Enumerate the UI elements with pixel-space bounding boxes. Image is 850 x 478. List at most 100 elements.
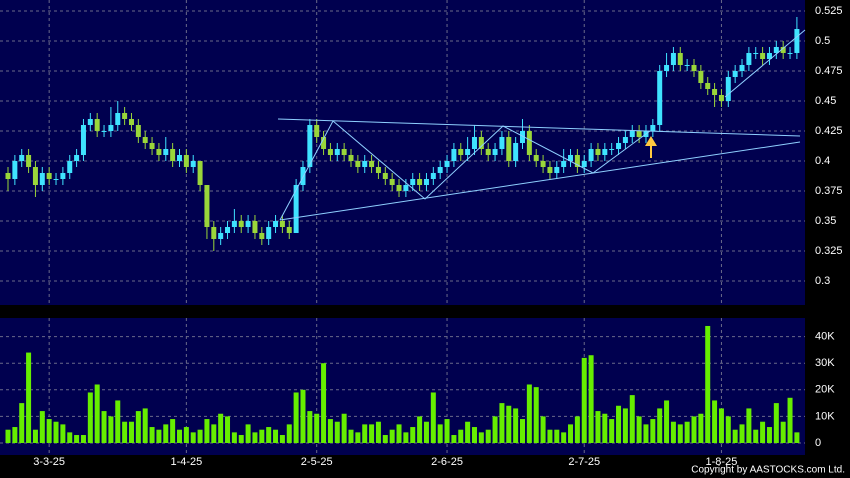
x-tick-label: 2-5-25 — [301, 456, 333, 468]
candle-body — [478, 137, 484, 149]
candle-body — [149, 143, 155, 149]
volume-bar — [533, 387, 539, 443]
grid — [0, 0, 805, 455]
volume-bar — [101, 411, 107, 443]
volume-bar — [334, 421, 340, 443]
candle-body — [74, 155, 80, 161]
candle-body — [547, 167, 553, 173]
candle-body — [115, 113, 121, 125]
volume-bar — [451, 435, 457, 443]
candle-body — [513, 143, 519, 161]
candle-body — [574, 155, 580, 167]
candle-body — [403, 185, 409, 191]
candle-body — [238, 221, 244, 227]
candle-body — [362, 161, 368, 167]
candle-body — [211, 227, 217, 239]
volume-bar — [122, 421, 128, 443]
resistance-line — [277, 118, 801, 137]
candle-body — [499, 137, 505, 149]
volume-bar — [547, 429, 553, 443]
zigzag-line — [279, 120, 651, 221]
candle-body — [39, 173, 45, 185]
volume-bar — [348, 429, 354, 443]
volume-bar — [718, 408, 724, 443]
candle-body — [396, 185, 402, 191]
candle-body — [458, 149, 464, 155]
candle-body — [204, 185, 210, 227]
candle-body — [46, 173, 52, 179]
y-tick-label: 40K — [815, 331, 835, 343]
y-tick-label: 0.525 — [815, 5, 843, 17]
candle-body — [19, 155, 25, 161]
candle-body — [122, 113, 128, 119]
y-tick-label: 0.375 — [815, 185, 843, 197]
candle-body — [540, 161, 546, 167]
candle-body — [492, 149, 498, 155]
candle-body — [101, 131, 107, 132]
volume-bar — [273, 429, 279, 443]
candle-body — [602, 149, 608, 155]
up-trend-line — [724, 29, 806, 98]
volume-bar — [622, 408, 628, 443]
volume-bar — [787, 397, 793, 443]
candle-body — [389, 179, 395, 185]
volume-bar — [670, 421, 676, 443]
candle-body — [732, 71, 738, 77]
candle-body — [382, 173, 388, 179]
x-tick-label: 1-8-25 — [706, 456, 738, 468]
volume-bar — [773, 403, 779, 443]
candle-body — [231, 221, 237, 227]
candle-body — [773, 47, 779, 53]
volume-bar — [471, 427, 477, 443]
volume-bar — [780, 421, 786, 443]
volume-bar — [423, 421, 429, 443]
volume-bar — [231, 432, 237, 443]
candle-body — [698, 71, 704, 83]
candle-body — [437, 167, 443, 173]
marks — [5, 17, 800, 443]
volume-bar — [396, 424, 402, 443]
candle-body — [108, 125, 114, 131]
copyright: Copyright by AASTOCKS.com Ltd. — [691, 465, 845, 476]
candle-body — [520, 131, 525, 143]
volume-bar — [444, 419, 450, 443]
volume-bar — [39, 411, 45, 443]
volume-bar — [574, 416, 580, 443]
candle-body — [780, 47, 786, 53]
volume-bar — [32, 429, 38, 443]
volume-bar — [142, 408, 148, 443]
candle-body — [622, 137, 628, 143]
candle-body — [423, 179, 429, 185]
volume-bar — [26, 352, 32, 443]
volume-bar — [46, 419, 52, 443]
volume-bar — [190, 432, 196, 443]
volume-bar — [74, 435, 80, 443]
y-tick-label: 20K — [815, 384, 835, 396]
candle-body — [245, 221, 251, 227]
y-tick-label: 0.475 — [815, 65, 843, 77]
candle-body — [135, 125, 141, 137]
volume-bar — [698, 413, 704, 443]
volume-bar — [664, 400, 670, 443]
candle-body — [369, 161, 375, 167]
candle-body — [307, 125, 313, 167]
candle-body — [341, 149, 347, 155]
candle-body — [760, 53, 766, 59]
volume-bar — [197, 429, 203, 443]
volume-bar — [684, 421, 690, 443]
price-panel — [0, 0, 805, 305]
volume-bar — [300, 389, 306, 443]
candle-body — [5, 173, 11, 179]
candle-body — [664, 65, 670, 71]
y-tick-label: 0.5 — [815, 35, 830, 47]
candle-body — [375, 167, 381, 173]
volume-bar — [629, 395, 635, 443]
candle-body — [259, 233, 265, 239]
volume-bar — [568, 424, 574, 443]
candle-body — [286, 227, 292, 233]
volume-bar — [732, 429, 738, 443]
y-tick-label: 0.35 — [815, 215, 836, 227]
candle-body — [60, 173, 66, 179]
candle-body — [506, 137, 512, 161]
breakout-arrow — [645, 136, 657, 158]
